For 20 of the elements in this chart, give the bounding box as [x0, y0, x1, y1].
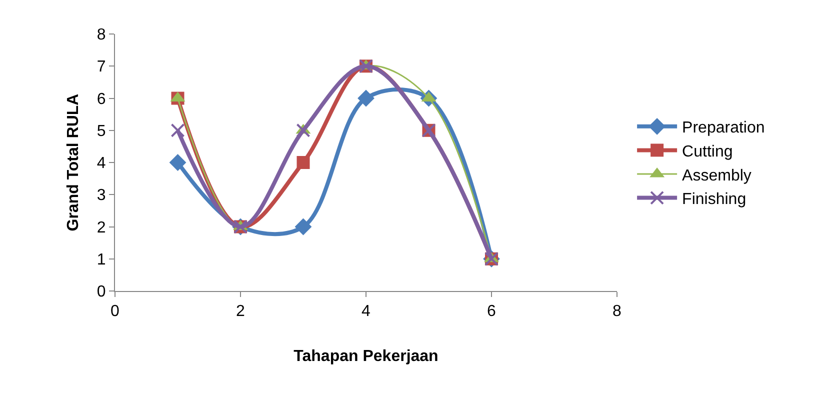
y-tick-label: 6: [96, 90, 106, 108]
x-tick-label: 0: [110, 303, 120, 320]
y-tick-label: 4: [96, 155, 106, 172]
y-tick-label: 7: [96, 58, 106, 76]
x-tick-label: 8: [612, 303, 622, 320]
x-tick-label: 6: [487, 303, 496, 320]
y-axis-title: Grand Total RULA: [64, 93, 82, 232]
legend-label: Assembly: [682, 167, 752, 184]
y-tick-label: 0: [96, 284, 106, 301]
y-tick-label: 5: [96, 122, 106, 140]
legend-label: Cutting: [682, 143, 733, 160]
y-tick-label: 2: [96, 219, 106, 236]
y-tick-label: 8: [96, 26, 106, 44]
legend-label: Finishing: [682, 191, 746, 208]
x-axis-title: Tahapan Pekerjaan: [294, 348, 438, 365]
y-tick-label: 3: [96, 187, 106, 204]
legend-label: Preparation: [682, 120, 765, 137]
x-tick-label: 2: [236, 303, 246, 320]
y-tick-label: 1: [96, 251, 106, 268]
x-tick-label: 4: [362, 303, 371, 320]
